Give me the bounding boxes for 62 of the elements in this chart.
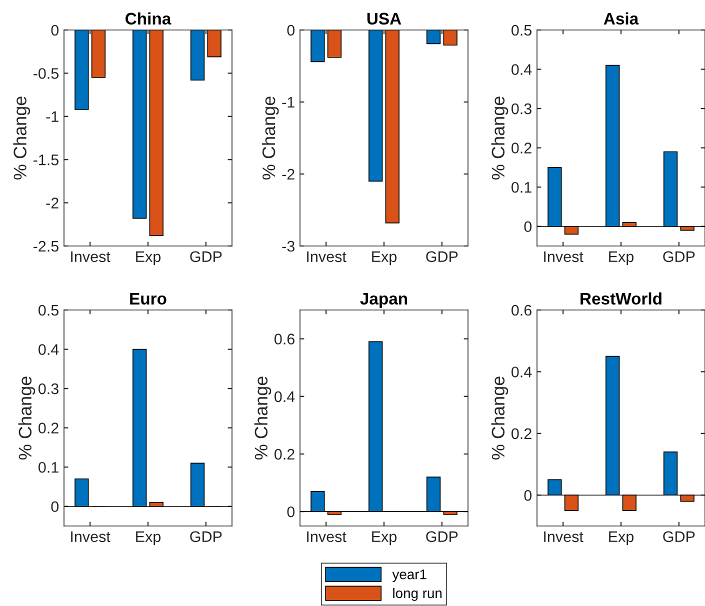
x-tick-label: Invest — [544, 531, 584, 542]
y-tick-label: -0.5 — [33, 68, 58, 79]
x-tick-label: GDP — [190, 251, 222, 262]
y-axis-title: % Change — [254, 376, 272, 460]
y-tick-label: 0.6 — [274, 334, 294, 344]
y-tick-label: 0.2 — [274, 448, 294, 460]
y-tick-label: 0 — [287, 506, 295, 518]
y-tick-label: -2.5 — [33, 240, 58, 252]
x-tick-label: Invest — [307, 251, 346, 262]
y-tick-label: 0.5 — [512, 24, 532, 36]
y-tick-label: 0.1 — [512, 182, 532, 193]
chart-title: USA — [367, 12, 402, 25]
y-tick-label: 0 — [524, 221, 532, 232]
x-tick-label: Invest — [307, 531, 346, 542]
y-tick-label: -2 — [46, 198, 58, 208]
y-tick-label: 0.3 — [512, 103, 532, 114]
y-tick-label: 0 — [524, 490, 532, 501]
y-tick-label: 0 — [287, 24, 295, 36]
y-tick-label: -1.5 — [33, 154, 58, 166]
y-tick-label: 0.2 — [38, 422, 58, 434]
x-tick-label: Invest — [71, 531, 110, 542]
x-tick-label: Exp — [609, 251, 634, 266]
y-axis-title: % Change — [491, 376, 508, 460]
y-tick-label: -1 — [46, 111, 58, 122]
x-tick-label: GDP — [663, 251, 695, 262]
y-tick-label: 0.4 — [274, 391, 295, 402]
x-tick-label: Exp — [609, 531, 634, 546]
legend-label: year1 — [392, 570, 426, 582]
chart-title: Asia — [604, 12, 639, 25]
y-tick-label: 0.4 — [512, 366, 532, 378]
x-tick-label: Invest — [71, 251, 110, 262]
x-tick-label: Exp — [136, 531, 161, 546]
chart-title: RestWorld — [580, 292, 662, 305]
y-tick-label: 0.2 — [512, 428, 532, 440]
y-tick-label: 0.3 — [38, 383, 58, 394]
x-tick-label: Exp — [372, 251, 397, 266]
y-tick-label: 0.2 — [512, 142, 532, 154]
y-tick-label: 0.6 — [512, 304, 532, 316]
x-tick-label: GDP — [426, 531, 458, 542]
x-tick-label: Exp — [136, 251, 161, 266]
chart-title: Japan — [360, 292, 408, 308]
y-tick-label: 0.5 — [38, 304, 58, 316]
y-tick-label: -2 — [282, 168, 294, 180]
y-tick-label: 0 — [51, 501, 59, 512]
y-axis-title: % Change — [13, 96, 30, 180]
y-tick-label: -3 — [282, 240, 294, 252]
y-axis-title: % Change — [491, 96, 508, 180]
x-tick-label: Exp — [372, 531, 397, 546]
legend-label: long run — [393, 588, 442, 601]
y-tick-label: 0 — [51, 24, 59, 36]
x-tick-label: GDP — [663, 531, 695, 542]
y-tick-label: 0.4 — [38, 344, 59, 355]
y-tick-label: 0.1 — [38, 462, 58, 473]
x-tick-label: GDP — [190, 531, 222, 542]
chart-title: Euro — [130, 292, 166, 305]
x-tick-label: Invest — [544, 251, 584, 262]
y-tick-label: 0.4 — [512, 64, 532, 75]
chart-title: China — [126, 12, 172, 25]
y-tick-label: -1 — [282, 97, 294, 108]
y-axis-title: % Change — [18, 376, 36, 460]
x-tick-label: GDP — [426, 251, 458, 262]
y-axis-title: % Change — [262, 96, 279, 180]
